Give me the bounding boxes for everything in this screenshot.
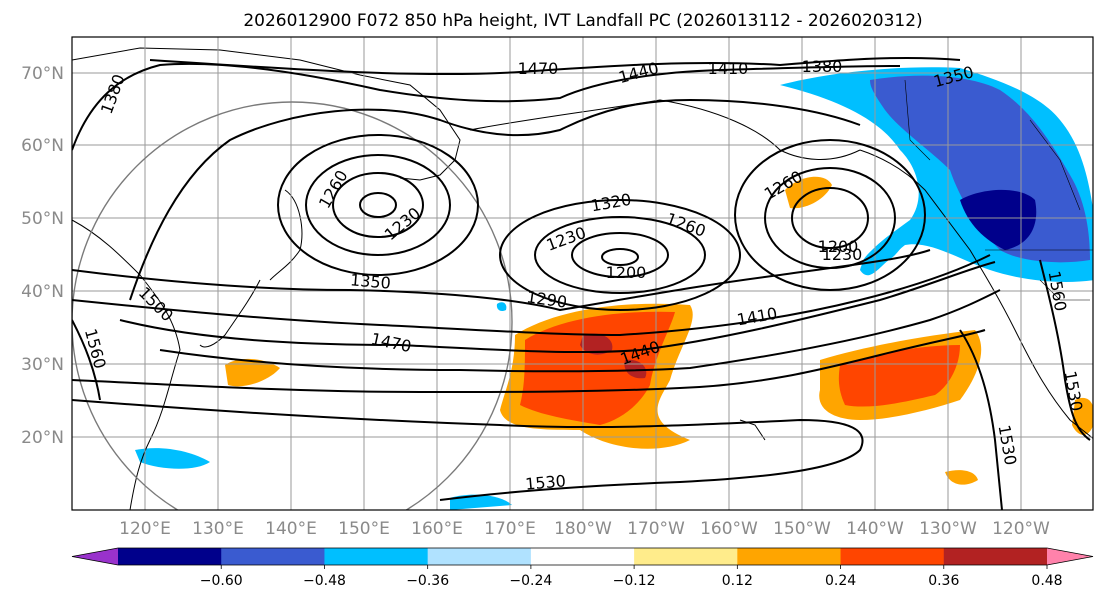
lon-label-160e: 160°E	[411, 519, 463, 539]
contour-label: 1200	[606, 263, 647, 282]
lon-label-120e: 120°E	[119, 519, 171, 539]
contour-low-west-inner	[332, 172, 424, 238]
contour-label: 1350	[349, 270, 391, 292]
borders	[904, 79, 1093, 301]
contour-label: 1380	[802, 57, 843, 76]
colorbar-tick-label: 0.36	[928, 573, 959, 589]
lon-label-180: 180°W	[554, 519, 612, 539]
colorbar-segment	[118, 548, 222, 565]
colorbar-segment	[530, 548, 635, 565]
lon-label-130e: 130°E	[192, 519, 244, 539]
contour-1470-south	[72, 329, 986, 394]
contour-1530	[72, 399, 864, 501]
map-panel: 1470 1440 1410 1380 1350 1380 1260 1230 …	[21, 36, 1094, 539]
contour-1530-east	[959, 329, 1003, 510]
colorbar-tick-label: −0.36	[406, 573, 449, 589]
colorbar-segment	[737, 548, 842, 565]
ivt-region-light-blue-south	[135, 448, 210, 469]
contour-low-east-outer	[734, 139, 926, 291]
colorbar-segment	[634, 548, 738, 565]
colorbar-segment	[943, 548, 1048, 565]
colorbar-segment	[427, 548, 532, 565]
contour-label: 1530	[524, 471, 566, 493]
contour-low-mid-core	[571, 232, 669, 278]
colorbar-tick-label: 0.48	[1031, 573, 1062, 589]
ivt-core-navy	[960, 189, 1037, 250]
colorbar-tick-label: −0.12	[613, 573, 656, 589]
contour-1410-south	[119, 261, 996, 354]
contour-low-mid-center	[601, 248, 639, 266]
border-province-1	[1029, 119, 1081, 211]
border-alaska-canada	[904, 79, 931, 161]
contour-labels: 1470 1440 1410 1380 1350 1380 1260 1230 …	[81, 57, 1086, 494]
coastline-east-asia	[72, 219, 181, 510]
lon-label-140w: 140°W	[846, 519, 904, 539]
colorbar-tick-label: 0.12	[722, 573, 753, 589]
longitude-labels: 120°E 130°E 140°E 150°E 160°E 170°E 180°…	[119, 519, 1050, 539]
colorbar-tick-label: −0.60	[200, 573, 243, 589]
ivt-region-red-central	[520, 311, 675, 425]
contour-low-west-outer	[277, 134, 479, 276]
lat-label-60n: 60°N	[21, 136, 64, 156]
colorbar-segment	[324, 548, 429, 565]
contour-1410-arc	[129, 98, 861, 301]
contour-low-mid-inner	[534, 216, 706, 294]
contour-low-east-inner	[791, 187, 869, 249]
contour-1350	[72, 254, 991, 337]
lon-label-150w: 150°W	[773, 519, 831, 539]
ivt-region-red-east	[838, 345, 960, 407]
colorbar-tick-label: −0.24	[509, 573, 552, 589]
colorbar-tick-label: −0.48	[303, 573, 346, 589]
ivt-shading-negative	[135, 67, 1093, 510]
coastline-japan	[199, 279, 261, 348]
contour-1560-east	[1039, 259, 1091, 441]
lon-label-150e: 150°E	[338, 519, 390, 539]
ivt-region-light-blue-west	[862, 240, 905, 266]
analysis-circle	[72, 101, 513, 510]
coastline-alaska	[469, 99, 861, 160]
lat-label-30n: 30°N	[21, 355, 64, 375]
ivt-shading-positive	[225, 176, 1093, 485]
lat-label-20n: 20°N	[21, 428, 64, 448]
lat-label-50n: 50°N	[21, 209, 64, 229]
ivt-region-light-blue-bottom	[450, 494, 512, 510]
contour-low-mid-outer	[499, 199, 741, 311]
lon-label-130w: 130°W	[919, 519, 977, 539]
map-frame	[71, 36, 1094, 511]
colorbar-extend-high	[1047, 548, 1093, 565]
contour-1470-north	[149, 56, 961, 76]
colorbar: −0.60 −0.48 −0.36 −0.24 −0.12 0.12 0.24 0.36 0.4…	[71, 547, 1094, 589]
latitude-labels: 70°N 60°N 50°N 40°N 30°N 20°N	[21, 64, 64, 448]
height-contours	[72, 56, 1091, 510]
contour-1440-south	[159, 289, 1001, 373]
ivt-region-orange-south	[945, 470, 978, 485]
colorbar-extend-low	[72, 548, 118, 565]
contour-low-west-mid	[305, 154, 451, 256]
contour-1560-west	[72, 319, 101, 401]
lon-label-160w: 160°W	[700, 519, 758, 539]
contour-1290	[72, 249, 931, 312]
figure-title: 2026012900 F072 850 hPa height, IVT Land…	[243, 11, 922, 31]
lat-label-40n: 40°N	[21, 282, 64, 302]
contour-label: 1200	[818, 237, 859, 256]
ivt-region-orange-west	[225, 358, 280, 387]
colorbar-outline	[71, 547, 1094, 566]
colorbar-segment	[840, 548, 945, 565]
contour-label: 1470	[518, 59, 559, 78]
contour-1380-1440-north	[72, 62, 901, 151]
contour-label: 1410	[708, 59, 749, 78]
gridlines	[72, 37, 1093, 510]
colorbar-segment	[221, 548, 325, 565]
lon-label-120w: 120°W	[992, 519, 1050, 539]
lon-label-140e: 140°E	[265, 519, 317, 539]
lat-label-70n: 70°N	[21, 64, 64, 84]
lon-label-170e: 170°E	[484, 519, 536, 539]
colorbar-tick-label: 0.24	[825, 573, 856, 589]
ivt-region-small-blue	[496, 302, 507, 312]
contour-label: 1230	[822, 245, 863, 264]
contour-low-west-center	[359, 192, 397, 218]
ivt-core-dark-red-1	[580, 333, 613, 355]
lon-label-170w: 170°W	[627, 519, 685, 539]
